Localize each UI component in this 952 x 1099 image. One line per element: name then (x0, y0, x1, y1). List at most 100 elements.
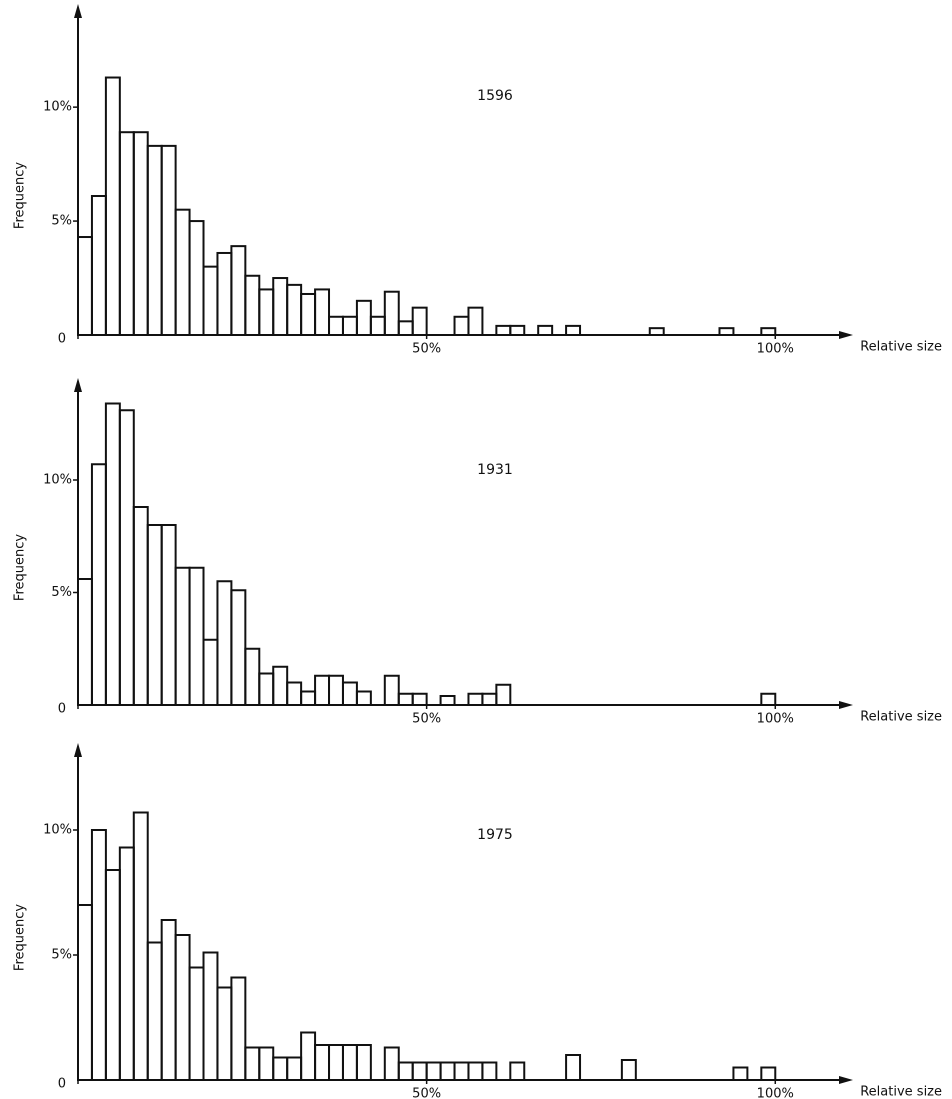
x-tick-label: 50% (412, 712, 441, 727)
histogram-bar (314, 288, 331, 336)
histogram-bar (341, 1044, 358, 1081)
histogram-bar (90, 463, 107, 706)
histogram-bar (202, 951, 219, 1081)
y-axis-label: Frequency (13, 162, 28, 229)
histogram-bar (397, 320, 414, 337)
x-tick-label: 50% (412, 1087, 441, 1099)
histogram-bar (397, 1061, 414, 1081)
histogram-bar (202, 638, 219, 706)
histogram-bar (718, 327, 735, 336)
histogram-bar (132, 131, 149, 336)
histogram-bar (258, 672, 275, 706)
histogram-bar (272, 1056, 289, 1081)
y-tick-label: 5% (51, 214, 72, 229)
x-axis-label: Relative size (860, 710, 942, 725)
chart-title: 1931 (477, 462, 513, 478)
histogram-bar (481, 1061, 498, 1081)
x-tick-label: 0 (58, 332, 66, 347)
histogram-bar (77, 578, 93, 706)
histogram-bar (104, 869, 121, 1081)
histogram-bar (272, 665, 289, 706)
histogram-bar (160, 919, 177, 1081)
histogram-bar (300, 292, 317, 337)
histogram-bar (188, 966, 205, 1081)
histogram-bar (732, 1066, 749, 1081)
x-axis-label: Relative size (860, 340, 942, 355)
histogram-bar (620, 1059, 637, 1081)
histogram-bar (188, 566, 205, 706)
histogram-bar (495, 683, 512, 706)
x-axis-arrow (839, 331, 853, 339)
y-tick-label: 10% (43, 100, 72, 115)
x-axis-arrow (839, 1076, 853, 1084)
histogram-bar (355, 690, 372, 706)
histogram-bar (258, 1046, 275, 1081)
histogram-bar (425, 1061, 442, 1081)
histogram-bar (314, 1044, 331, 1081)
histogram-bar (90, 195, 107, 336)
histogram-bar (286, 1056, 303, 1081)
y-axis-arrow (74, 743, 82, 757)
histogram-bar (132, 506, 149, 706)
histogram-bar (174, 934, 191, 1081)
histogram-bar (439, 695, 456, 706)
x-tick-label: 100% (757, 712, 794, 727)
x-tick-label: 50% (412, 342, 441, 357)
chart-title: 1596 (477, 88, 513, 104)
histogram-bar (258, 288, 275, 336)
x-axis-label: Relative size (860, 1085, 942, 1099)
histogram-bar (369, 315, 386, 336)
histogram-bar (160, 524, 177, 706)
histogram-bar (230, 245, 247, 336)
histogram-bar (244, 274, 261, 336)
chart-title: 1975 (477, 827, 513, 843)
histogram-bar (118, 409, 135, 706)
histogram-bar (216, 580, 233, 706)
histogram-bar (286, 681, 303, 706)
histogram-bar (355, 1044, 372, 1081)
x-tick-label: 100% (757, 342, 794, 357)
histogram-bar (383, 1046, 400, 1081)
histogram-bar (495, 324, 512, 336)
y-tick-label: 10% (43, 473, 72, 488)
histogram-bar (509, 1061, 526, 1081)
histogram-bar (146, 144, 163, 336)
histogram-bar (216, 251, 233, 337)
y-tick-label: 10% (43, 823, 72, 838)
histogram-bar (104, 402, 121, 706)
y-axis-label: Frequency (13, 904, 28, 971)
histogram-bar (411, 692, 428, 706)
histogram-bar (104, 76, 121, 337)
histogram-bar (77, 236, 93, 336)
histogram-bar (90, 829, 107, 1081)
histogram-bar (383, 290, 400, 337)
histogram-bar (146, 524, 163, 706)
histogram-bar (467, 1061, 484, 1081)
y-axis-arrow (74, 4, 82, 18)
histogram-bar (439, 1061, 456, 1081)
histogram-bar (300, 690, 317, 706)
histogram-bar (537, 324, 554, 336)
histogram-bar (286, 283, 303, 336)
histogram-bar (481, 692, 498, 706)
histogram-bar (341, 315, 358, 336)
x-tick-label: 0 (58, 1077, 66, 1092)
histogram-bar (230, 589, 247, 706)
histogram-bar (118, 846, 135, 1081)
histogram-bar (453, 1061, 470, 1081)
histogram-bar (272, 277, 289, 336)
histogram-bar (509, 324, 526, 336)
histogram-bar (341, 681, 358, 706)
histogram-bar (328, 315, 344, 336)
histogram-bar (77, 904, 93, 1081)
histogram-bar (230, 976, 247, 1081)
histogram-bar (467, 692, 484, 706)
histogram-bar (300, 1031, 317, 1081)
histogram-bar (146, 941, 163, 1081)
histogram-bar (467, 306, 484, 336)
histogram-bar (314, 674, 331, 706)
histogram-bar (565, 324, 582, 336)
y-axis-label: Frequency (13, 534, 28, 601)
histogram-bar (565, 1054, 582, 1081)
x-tick-label: 0 (58, 702, 66, 717)
